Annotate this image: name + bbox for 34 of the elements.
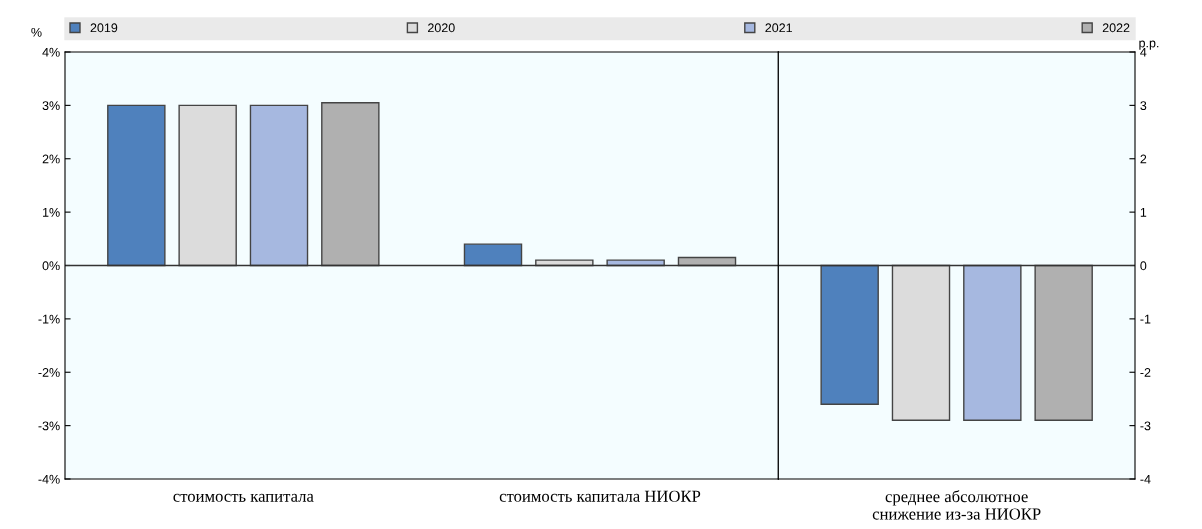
y-tick-label: -4 (1140, 474, 1151, 484)
y-tick-label: -2 (1140, 368, 1151, 377)
y-tick-label: 4% (42, 47, 60, 57)
bar (463, 243, 523, 267)
bar (535, 259, 594, 267)
y-tick-label: 4 (1140, 47, 1147, 57)
y-tick-label: 0 (1140, 261, 1147, 271)
legend-label: 2021 (765, 23, 792, 33)
y-tick-label: -3% (38, 421, 60, 431)
y-tick-label: -1% (38, 314, 60, 324)
bar (321, 102, 380, 267)
x-tick-label: стоимость капитала НИОКР (499, 490, 701, 502)
bar (107, 104, 166, 267)
y-axis-title: % (31, 27, 42, 37)
bar (249, 104, 309, 267)
y-tick-label: 0% (42, 261, 60, 271)
y-tick-label: 3% (42, 101, 60, 111)
y-tick-label: -4% (38, 474, 60, 484)
y-axis-title: p.p. (1139, 40, 1159, 50)
y-tick-label: -3 (1140, 421, 1151, 431)
legend-label: 2020 (428, 23, 455, 33)
y-tick-label: -1 (1140, 314, 1151, 324)
y-tick-label: 2% (42, 154, 60, 164)
y-tick-label: 2 (1140, 154, 1147, 164)
x-tick-label: стоимость капитала (173, 493, 314, 502)
bar (606, 259, 665, 267)
y-tick-label: 3 (1140, 101, 1147, 111)
y-tick-label: 1 (1140, 208, 1147, 217)
legend-label: 2022 (1102, 23, 1130, 33)
bar (178, 104, 237, 267)
legend-label: 2019 (90, 23, 118, 33)
x-tick-label: среднее абсолютное снижение из-за НИОКР (872, 490, 1041, 520)
y-tick-label: 1% (43, 207, 60, 217)
y-tick-label: -2% (38, 368, 60, 377)
